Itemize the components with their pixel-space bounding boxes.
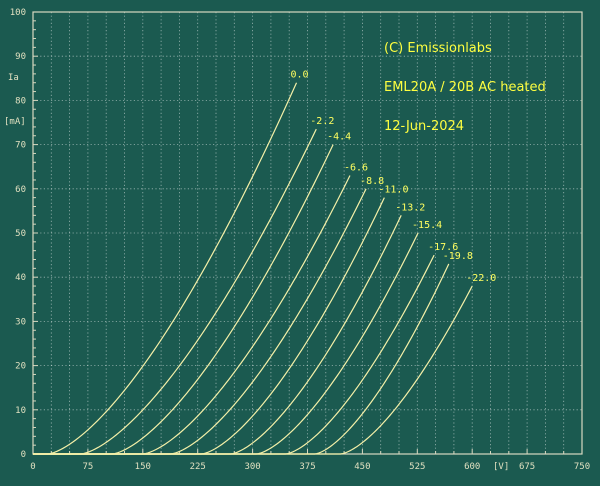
curve-label: -8.8 [360, 176, 384, 187]
curve-label: -17.6 [428, 242, 458, 253]
y-axis-label: Ia [8, 73, 19, 83]
y-tick-label: 50 [15, 229, 26, 239]
curve-label: 0.0 [291, 70, 309, 81]
y-tick-label: 10 [15, 406, 26, 416]
grid-bias-curve [33, 263, 450, 455]
curve-label: -15.4 [412, 220, 442, 231]
x-tick-label: 750 [574, 462, 590, 472]
x-tick-label: 300 [244, 462, 260, 472]
y-tick-label: 90 [15, 52, 26, 62]
grid-bias-curve [33, 232, 419, 455]
curve-label: -19.8 [443, 251, 473, 262]
date-note: 12-Jun-2024 [384, 119, 464, 134]
x-tick-label: 675 [519, 462, 535, 472]
curve-label: -22.0 [466, 273, 496, 284]
y-tick-label: 0 [21, 450, 26, 460]
curve-label: -13.2 [395, 202, 425, 213]
y-axis-unit: [mA] [4, 117, 26, 127]
grid-bias-curve [33, 144, 334, 455]
y-tick-label: 60 [15, 185, 26, 195]
curve-label: -4.4 [327, 132, 351, 143]
x-tick-label: 75 [82, 462, 93, 472]
x-tick-label: 225 [190, 462, 206, 472]
grid-bias-curve [33, 254, 435, 455]
y-tick-label: 100 [10, 8, 26, 18]
x-tick-label: 375 [299, 462, 315, 472]
x-tick-label: 450 [354, 462, 370, 472]
x-axis-unit: [V] [493, 462, 509, 472]
grid-bias-curve [33, 285, 473, 455]
y-tick-label: 40 [15, 273, 26, 283]
y-tick-label: 20 [15, 362, 26, 372]
y-tick-label: 30 [15, 317, 26, 327]
curves [33, 82, 473, 455]
grid-bias-curve [33, 82, 298, 455]
grid-bias-curve [33, 128, 317, 455]
x-tick-label: 0 [30, 462, 35, 472]
curve-label: -2.2 [310, 116, 334, 127]
copyright-note: (C) Emissionlabs [384, 41, 492, 56]
grid-bias-curve [33, 188, 367, 455]
tube-model-note: EML20A / 20B AC heated [384, 80, 546, 95]
x-tick-label: 150 [135, 462, 151, 472]
curve-label: -6.6 [344, 163, 368, 174]
x-tick-label: 600 [464, 462, 480, 472]
curve-labels: 0.0-2.2-4.4-6.6-8.8-11.0-13.2-15.4-17.6-… [291, 70, 497, 284]
grid [33, 12, 582, 454]
tick-labels: 0 75 150 225 300 375 450 525 600 675 750 0 10 20 30 40 5… [10, 8, 590, 472]
y-tick-label: 80 [15, 96, 26, 106]
grid-bias-curve [33, 175, 351, 455]
x-tick-label: 525 [409, 462, 425, 472]
grid-bias-curve [33, 215, 402, 455]
curve-label: -11.0 [378, 185, 408, 196]
grid-bias-curve [33, 197, 385, 455]
y-tick-label: 70 [15, 141, 26, 151]
